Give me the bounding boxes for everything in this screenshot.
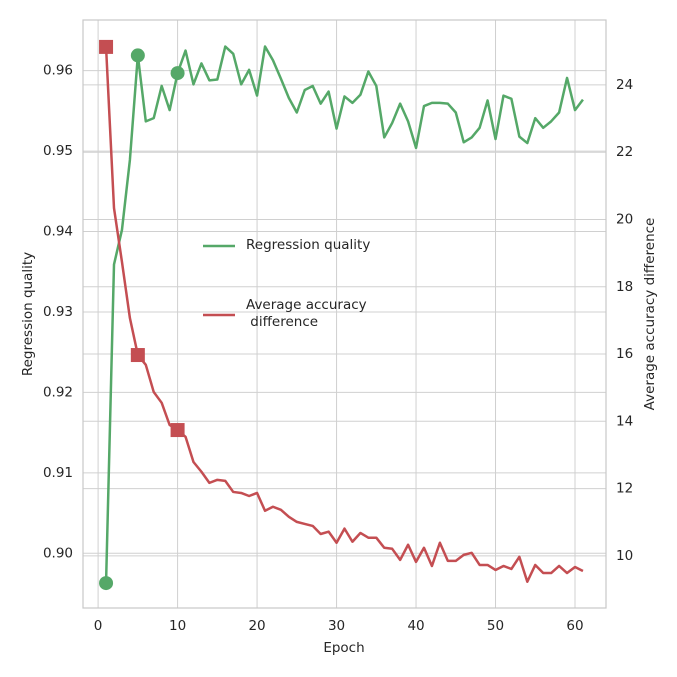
plot-frame bbox=[82, 19, 607, 609]
legend-label: Average accuracy difference bbox=[246, 297, 367, 330]
y2-tick-label: 14 bbox=[616, 413, 633, 429]
x-tick-label: 10 bbox=[169, 618, 186, 634]
y2-tick-label: 12 bbox=[616, 481, 633, 497]
x-tick-label: 60 bbox=[566, 618, 583, 634]
y2-axis-label: Average accuracy difference bbox=[642, 218, 658, 411]
x-tick-label: 0 bbox=[94, 618, 103, 634]
x-tick-label: 50 bbox=[487, 618, 504, 634]
y-tick-label: 0.94 bbox=[43, 224, 73, 240]
y2-tick-label: 16 bbox=[616, 346, 633, 362]
y-tick-label: 0.92 bbox=[43, 384, 73, 400]
series-line bbox=[104, 45, 584, 584]
marker bbox=[170, 66, 185, 81]
y2-tick-label: 10 bbox=[616, 548, 633, 564]
series-line bbox=[104, 46, 584, 584]
marker bbox=[170, 423, 185, 438]
x-tick-label: 30 bbox=[328, 618, 345, 634]
x-tick-label: 20 bbox=[248, 618, 265, 634]
y2-tick-label: 20 bbox=[616, 211, 633, 227]
y-tick-label: 0.96 bbox=[43, 63, 73, 79]
marker bbox=[130, 348, 145, 363]
y-tick-label: 0.91 bbox=[43, 465, 73, 481]
y-tick-label: 0.90 bbox=[43, 545, 73, 561]
x-axis-label: Epoch bbox=[323, 640, 364, 656]
marker bbox=[130, 48, 145, 63]
legend-label: Regression quality bbox=[246, 237, 371, 253]
y2-tick-label: 24 bbox=[616, 77, 633, 93]
y-tick-label: 0.93 bbox=[43, 304, 73, 320]
y-axis-label: Regression quality bbox=[20, 252, 36, 376]
marker bbox=[99, 39, 114, 54]
y2-tick-label: 22 bbox=[616, 144, 633, 160]
marker bbox=[99, 576, 114, 591]
y-tick-label: 0.95 bbox=[43, 143, 73, 159]
x-tick-label: 40 bbox=[407, 618, 424, 634]
y2-tick-label: 18 bbox=[616, 279, 633, 295]
